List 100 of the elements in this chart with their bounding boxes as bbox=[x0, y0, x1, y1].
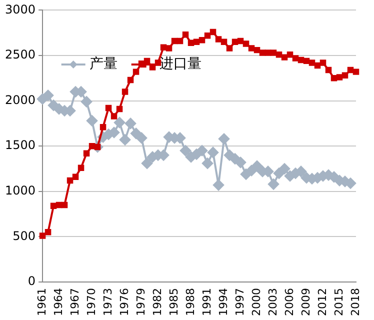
point bbox=[279, 163, 290, 174]
point bbox=[160, 44, 167, 50]
point bbox=[274, 168, 285, 179]
point bbox=[83, 150, 90, 156]
point bbox=[176, 38, 184, 44]
point bbox=[114, 117, 126, 128]
point bbox=[296, 166, 307, 177]
point bbox=[132, 68, 140, 75]
point bbox=[292, 55, 299, 62]
x-tick-label: 1970 bbox=[84, 288, 98, 316]
point bbox=[235, 156, 246, 168]
point bbox=[127, 76, 134, 84]
y-tick-label: 2000 bbox=[4, 92, 36, 107]
point bbox=[308, 60, 316, 66]
y-tick-label: 3000 bbox=[4, 2, 36, 16]
x-tick-label: 1976 bbox=[118, 288, 131, 316]
point bbox=[108, 127, 120, 138]
x-tick-label: 1967 bbox=[68, 288, 82, 316]
x-tick-label: 2012 bbox=[316, 288, 329, 316]
point bbox=[330, 75, 338, 82]
x-tick-label: 2009 bbox=[299, 288, 312, 316]
point bbox=[248, 45, 255, 52]
x-tick-label: 1982 bbox=[150, 288, 164, 316]
point bbox=[202, 158, 214, 169]
x-tick-label: 1991 bbox=[200, 288, 214, 316]
point bbox=[166, 45, 172, 52]
point bbox=[270, 50, 277, 56]
point bbox=[220, 38, 228, 46]
point bbox=[81, 96, 92, 108]
x-tick-label: 2015 bbox=[332, 288, 346, 316]
point bbox=[286, 51, 294, 58]
point bbox=[188, 40, 194, 46]
point bbox=[226, 45, 233, 52]
point bbox=[208, 146, 219, 158]
point bbox=[352, 68, 360, 75]
point bbox=[237, 38, 244, 44]
point bbox=[116, 106, 123, 112]
point bbox=[232, 38, 238, 46]
point bbox=[303, 58, 310, 64]
x-tick-label: 1997 bbox=[233, 288, 246, 316]
point bbox=[72, 174, 79, 180]
point bbox=[196, 145, 208, 156]
point bbox=[171, 38, 178, 44]
point bbox=[320, 60, 326, 66]
point bbox=[254, 46, 260, 54]
x-tick-label: 1961 bbox=[35, 288, 48, 316]
point bbox=[314, 62, 321, 69]
point bbox=[198, 36, 206, 44]
point bbox=[136, 132, 148, 144]
point bbox=[66, 177, 74, 184]
point bbox=[252, 160, 263, 172]
point bbox=[78, 164, 84, 171]
y-tick-label: 1000 bbox=[4, 184, 36, 198]
x-tick-label: 2000 bbox=[250, 288, 263, 316]
point bbox=[44, 229, 52, 236]
point bbox=[215, 36, 222, 42]
point bbox=[61, 202, 68, 208]
x-tick-label: 1994 bbox=[216, 288, 230, 316]
x-tick-label: 1973 bbox=[101, 288, 114, 316]
point bbox=[213, 180, 224, 191]
point bbox=[142, 158, 153, 169]
point bbox=[130, 128, 142, 139]
point bbox=[144, 58, 150, 64]
point bbox=[210, 28, 216, 36]
point bbox=[242, 40, 250, 47]
point bbox=[268, 178, 280, 190]
x-tick-label: 1964 bbox=[52, 288, 65, 316]
legend-label: 产量 bbox=[89, 56, 118, 72]
point bbox=[86, 115, 98, 126]
point bbox=[347, 66, 354, 74]
point bbox=[259, 50, 266, 56]
point bbox=[240, 168, 252, 180]
point bbox=[42, 90, 54, 101]
point bbox=[122, 88, 128, 95]
point bbox=[120, 134, 131, 146]
point bbox=[100, 124, 106, 130]
x-tick-label: 1988 bbox=[184, 288, 197, 316]
point bbox=[182, 32, 189, 38]
y-tick-label: 1500 bbox=[4, 138, 36, 152]
point bbox=[336, 74, 343, 80]
y-tick-label: 500 bbox=[12, 228, 36, 243]
point bbox=[276, 51, 282, 58]
point bbox=[180, 145, 192, 156]
y-tick-label: 2500 bbox=[4, 48, 36, 62]
point bbox=[110, 113, 118, 120]
point bbox=[218, 133, 230, 144]
point bbox=[56, 202, 62, 208]
x-tick-label: 2003 bbox=[266, 288, 280, 316]
point bbox=[48, 100, 60, 111]
point bbox=[328, 171, 340, 182]
x-tick-label: 2018 bbox=[348, 288, 362, 316]
point bbox=[125, 118, 136, 129]
x-tick-label: 1979 bbox=[134, 288, 148, 316]
x-tick-label: 2006 bbox=[282, 288, 296, 316]
y-tick-label: 0 bbox=[28, 274, 36, 288]
point bbox=[298, 56, 304, 64]
point bbox=[342, 72, 348, 79]
legend-label: 进口量 bbox=[159, 56, 202, 72]
point bbox=[264, 50, 272, 56]
x-tick-label: 1985 bbox=[167, 288, 180, 316]
